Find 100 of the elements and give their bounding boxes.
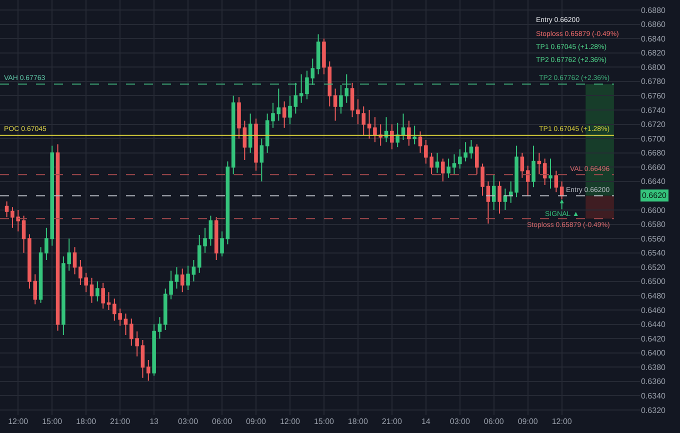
candlestick [294, 82, 298, 114]
candlestick [532, 145, 536, 188]
text: 0.6620 [642, 191, 668, 200]
y-tick-label: 0.6400 [641, 348, 666, 358]
candlestick [248, 113, 252, 154]
x-tick-label: 21:00 [382, 417, 402, 426]
candlestick [254, 118, 258, 172]
candlestick [4, 200, 9, 218]
y-tick-label: 0.6380 [641, 362, 666, 372]
candlestick [220, 230, 224, 257]
x-tick-label: 14 [421, 417, 431, 426]
candlestick [486, 180, 490, 224]
candlestick [208, 215, 213, 246]
candlestick [237, 96, 241, 140]
candlestick [526, 165, 530, 196]
candlestick [152, 324, 156, 376]
candlestick [310, 58, 315, 86]
candlestick [124, 313, 128, 336]
candlestick [214, 216, 218, 260]
x-tick-label: 12:00 [552, 417, 572, 426]
candlestick [554, 170, 558, 193]
candlestick [226, 160, 230, 245]
candlestick [96, 280, 100, 302]
candlestick [503, 188, 508, 210]
candlestick [446, 158, 450, 178]
y-tick-label: 0.6460 [641, 306, 666, 315]
candlestick [180, 268, 184, 293]
candlestick [396, 122, 400, 148]
y-tick-label: 0.6840 [641, 34, 666, 44]
x-tick-label: 06:00 [484, 417, 504, 426]
candlestick [435, 152, 440, 174]
candlestick [242, 120, 247, 160]
y-tick-label: 0.6780 [641, 77, 666, 86]
y-tick-label: 0.6660 [641, 162, 666, 172]
x-tick-label: 06:00 [212, 417, 233, 426]
y-tick-label: 0.6880 [641, 6, 666, 15]
y-tick-label: 0.6680 [641, 148, 666, 158]
candlestick [146, 360, 150, 382]
y-tick-label: 0.6740 [641, 106, 666, 115]
candlestick [542, 158, 547, 186]
candlestick [90, 277, 94, 304]
candlestick [316, 34, 320, 75]
y-tick-label: 0.6320 [641, 406, 666, 415]
y-tick-label: 0.6520 [641, 262, 666, 272]
y-tick-label: 0.6340 [641, 392, 666, 401]
candlestick [72, 246, 77, 275]
candlestick [231, 95, 236, 175]
y-tick-label: 0.6360 [641, 377, 666, 386]
y-tick-label: 0.6600 [641, 206, 666, 215]
x-tick-label: 12:00 [280, 417, 301, 426]
y-tick-label: 0.6760 [641, 92, 666, 101]
candlestick [299, 74, 304, 104]
y-tick-label: 0.6420 [641, 334, 666, 344]
candlestick [407, 120, 411, 146]
x-tick-label: 21:00 [110, 417, 131, 426]
y-tick-label: 0.6560 [641, 234, 666, 244]
candlestick [492, 174, 496, 210]
candlestick [192, 260, 196, 282]
y-tick-label: 0.6700 [641, 134, 666, 144]
x-tick-label: 18:00 [76, 417, 97, 426]
candlestick [367, 110, 372, 140]
candlestick [401, 113, 406, 140]
candlestick [418, 130, 422, 154]
y-tick-label: 0.6720 [641, 120, 666, 130]
candlestick [276, 88, 281, 122]
y-tick-label: 0.6800 [641, 62, 666, 72]
candlestick [441, 158, 445, 182]
x-tick-label: 12:00 [8, 417, 29, 426]
candlestick [101, 282, 105, 310]
x-tick-label: 03:00 [178, 417, 199, 426]
y-tick-label: 0.6480 [641, 292, 666, 301]
candlestick [548, 158, 552, 190]
x-tick-label: 15:00 [42, 417, 63, 426]
candlestick [174, 266, 179, 290]
candlestick [390, 124, 394, 150]
y-tick-label: 0.6540 [641, 248, 666, 258]
y-tick-label: 0.6640 [641, 177, 666, 186]
candlestick [38, 246, 43, 304]
candlestick [520, 152, 524, 178]
candlestick [260, 138, 264, 182]
candlestick [158, 316, 162, 340]
candlestick [22, 215, 26, 254]
y-tick-label: 0.6820 [641, 48, 666, 58]
y-tick-label: 0.6500 [641, 277, 666, 286]
candlestick [350, 82, 354, 118]
candlestick [384, 116, 388, 143]
candlestick [106, 292, 111, 310]
candlestick [412, 125, 416, 145]
candlestick [305, 70, 309, 100]
candlestick [265, 113, 270, 154]
candlestick [469, 140, 474, 160]
x-tick-label: 09:00 [246, 417, 267, 426]
candlestick [333, 88, 338, 122]
x-tick-label: 13 [150, 417, 160, 426]
x-tick-label: 15:00 [314, 417, 335, 426]
candlestick [282, 100, 286, 128]
candlestick [56, 144, 60, 332]
y-tick-label: 0.6440 [641, 320, 666, 330]
y-tick-label: 0.6580 [641, 220, 666, 230]
candlestick [288, 95, 292, 125]
